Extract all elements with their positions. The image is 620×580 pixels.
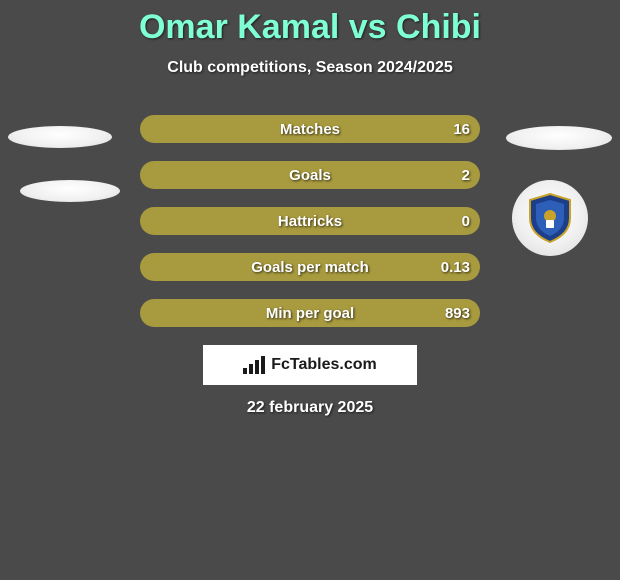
stat-right: 2	[462, 167, 470, 184]
stat-row-gpm: Goals per match 0.13	[140, 253, 480, 281]
bars-icon	[243, 356, 265, 374]
page-title: Omar Kamal vs Chibi	[0, 8, 620, 47]
date-text: 22 february 2025	[0, 399, 620, 417]
stat-row-goals: Goals 2	[140, 161, 480, 189]
stat-right: 893	[445, 305, 470, 322]
club-badge-icon	[512, 180, 588, 256]
stat-right: 0.13	[441, 259, 470, 276]
source-badge: FcTables.com	[203, 345, 417, 385]
stat-right: 0	[462, 213, 470, 230]
stat-label: Hattricks	[278, 213, 342, 230]
player-avatar-placeholder	[8, 126, 112, 148]
stat-label: Goals	[289, 167, 331, 184]
source-badge-text: FcTables.com	[271, 356, 377, 374]
stat-label: Matches	[280, 121, 340, 138]
stat-row-hattricks: Hattricks 0	[140, 207, 480, 235]
stat-row-mpg: Min per goal 893	[140, 299, 480, 327]
subtitle: Club competitions, Season 2024/2025	[0, 59, 620, 77]
stat-label: Goals per match	[251, 259, 369, 276]
player-avatar-placeholder	[20, 180, 120, 202]
stat-label: Min per goal	[266, 305, 354, 322]
player-avatar-placeholder	[506, 126, 612, 150]
stats-rows: Matches 16 Goals 2 Hattricks 0 Goals per…	[140, 115, 480, 327]
stat-right: 16	[453, 121, 470, 138]
stat-row-matches: Matches 16	[140, 115, 480, 143]
